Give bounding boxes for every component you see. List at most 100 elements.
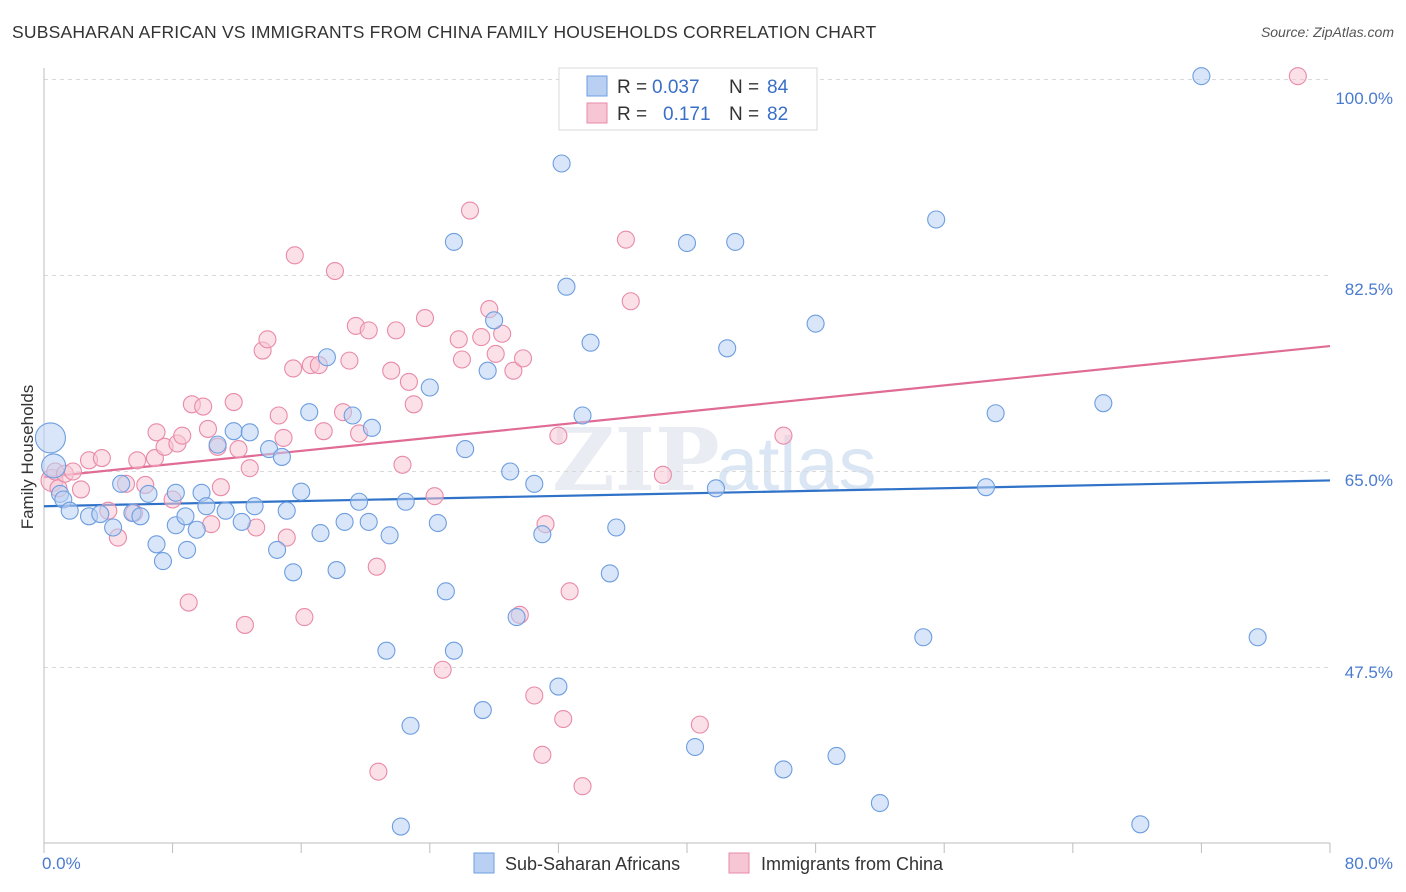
point-subsaharan-36 bbox=[327, 561, 346, 580]
point-subsaharan-58 bbox=[525, 474, 544, 493]
y-tick-label-100: 100.0% bbox=[1335, 89, 1393, 108]
series-legend-label-pink: Immigrants from China bbox=[761, 854, 944, 874]
point-subsaharan-51 bbox=[444, 232, 463, 251]
point-china-4 bbox=[63, 462, 82, 481]
point-subsaharan-39 bbox=[350, 492, 369, 511]
point-china-43 bbox=[325, 261, 345, 281]
point-subsaharan-48 bbox=[428, 513, 447, 533]
chart-title: SUBSAHARAN AFRICAN VS IMMIGRANTS FROM CH… bbox=[12, 22, 877, 42]
point-subsaharan-69 bbox=[706, 479, 725, 498]
point-china-38 bbox=[285, 246, 304, 265]
point-subsaharan-66 bbox=[607, 518, 626, 537]
stats-legend: R = 0.037 N = 84 R = 0.171 N = 82 bbox=[558, 67, 818, 131]
point-china-70 bbox=[554, 709, 573, 729]
point-subsaharan-76 bbox=[914, 628, 933, 647]
point-subsaharan-35 bbox=[317, 348, 336, 367]
point-subsaharan-57 bbox=[507, 608, 526, 627]
point-subsaharan-26 bbox=[245, 497, 264, 516]
point-subsaharan-7 bbox=[104, 518, 123, 537]
point-china-75 bbox=[653, 465, 672, 484]
point-china-22 bbox=[194, 397, 213, 416]
point-china-37 bbox=[284, 359, 303, 378]
x-tick-label-max: 80.0% bbox=[1345, 854, 1393, 873]
point-china-5 bbox=[71, 480, 91, 499]
point-china-69 bbox=[549, 426, 568, 445]
stats-legend-n-value-pink: 82 bbox=[767, 104, 788, 125]
point-china-51 bbox=[386, 321, 406, 340]
point-subsaharan-8 bbox=[112, 474, 131, 493]
point-china-15 bbox=[147, 423, 166, 442]
point-subsaharan-71 bbox=[726, 232, 745, 251]
point-subsaharan-4 bbox=[60, 501, 79, 520]
point-subsaharan-72 bbox=[774, 760, 793, 779]
point-subsaharan-62 bbox=[557, 277, 576, 296]
point-subsaharan-6 bbox=[91, 505, 110, 524]
point-subsaharan-67 bbox=[677, 233, 697, 253]
stats-legend-r-label-pink: R = bbox=[617, 104, 647, 125]
point-subsaharan-52 bbox=[456, 440, 475, 459]
point-subsaharan-68 bbox=[685, 737, 705, 757]
point-subsaharan-44 bbox=[391, 817, 410, 836]
point-china-60 bbox=[472, 328, 491, 347]
stats-legend-r-value-blue: 0.037 bbox=[652, 77, 700, 98]
point-subsaharan-59 bbox=[533, 525, 552, 544]
point-subsaharan-21 bbox=[208, 435, 227, 454]
point-china-56 bbox=[433, 660, 452, 679]
point-subsaharan-55 bbox=[485, 311, 504, 330]
point-china-23 bbox=[198, 419, 218, 438]
point-china-36 bbox=[277, 528, 296, 547]
point-china-65 bbox=[513, 349, 533, 368]
point-subsaharan-37 bbox=[335, 512, 354, 531]
point-subsaharan-16 bbox=[176, 507, 195, 526]
point-subsaharan-64 bbox=[581, 333, 600, 352]
stats-legend-n-label-pink: N = bbox=[729, 104, 759, 125]
point-subsaharan-11 bbox=[139, 484, 158, 503]
point-subsaharan-61 bbox=[552, 154, 571, 173]
series-legend-label-blue: Sub-Saharan Africans bbox=[505, 854, 680, 874]
point-subsaharan-28 bbox=[272, 447, 291, 466]
point-subsaharan-29 bbox=[277, 501, 296, 520]
point-china-77 bbox=[774, 426, 793, 445]
point-china-29 bbox=[235, 615, 254, 634]
point-subsaharan-83 bbox=[1248, 628, 1267, 647]
series-legend-swatch-pink bbox=[728, 852, 750, 874]
point-china-59 bbox=[460, 201, 480, 220]
point-subsaharan-46 bbox=[401, 716, 420, 735]
point-subsaharan-54 bbox=[478, 361, 497, 380]
point-china-52 bbox=[393, 455, 412, 474]
point-china-71 bbox=[560, 582, 579, 601]
point-subsaharan-32 bbox=[292, 482, 311, 501]
point-subsaharan-79 bbox=[986, 404, 1005, 423]
point-subsaharan-45 bbox=[396, 492, 415, 511]
point-subsaharan-31 bbox=[284, 563, 303, 582]
y-tick-label-65: 65.0% bbox=[1345, 471, 1393, 490]
stats-legend-r-value-pink: 0.171 bbox=[663, 104, 711, 125]
point-subsaharan-14 bbox=[166, 483, 185, 502]
point-subsaharan-25 bbox=[240, 423, 259, 442]
point-subsaharan-63 bbox=[573, 406, 592, 425]
point-china-7 bbox=[92, 449, 111, 468]
point-subsaharan-33 bbox=[300, 403, 319, 422]
point-china-53 bbox=[399, 372, 418, 391]
point-subsaharan-0 bbox=[34, 422, 66, 454]
point-subsaharan-73 bbox=[806, 314, 825, 333]
source-credit: Source: ZipAtlas.com bbox=[1260, 24, 1394, 40]
point-china-63 bbox=[493, 324, 512, 343]
point-china-58 bbox=[452, 350, 472, 369]
point-subsaharan-23 bbox=[224, 422, 243, 441]
point-china-50 bbox=[382, 361, 401, 380]
point-subsaharan-49 bbox=[436, 582, 455, 601]
point-china-33 bbox=[258, 330, 277, 349]
point-subsaharan-60 bbox=[549, 677, 568, 696]
point-china-27 bbox=[224, 393, 243, 412]
point-china-66 bbox=[525, 686, 544, 705]
point-china-57 bbox=[449, 330, 468, 349]
point-china-67 bbox=[533, 745, 552, 764]
point-subsaharan-1 bbox=[41, 453, 67, 479]
point-subsaharan-10 bbox=[131, 507, 150, 526]
grid-layer bbox=[44, 79, 1330, 668]
point-subsaharan-65 bbox=[600, 564, 619, 583]
point-china-28 bbox=[229, 440, 248, 459]
point-subsaharan-81 bbox=[1131, 815, 1150, 834]
trend-line-pink bbox=[43, 344, 1331, 479]
